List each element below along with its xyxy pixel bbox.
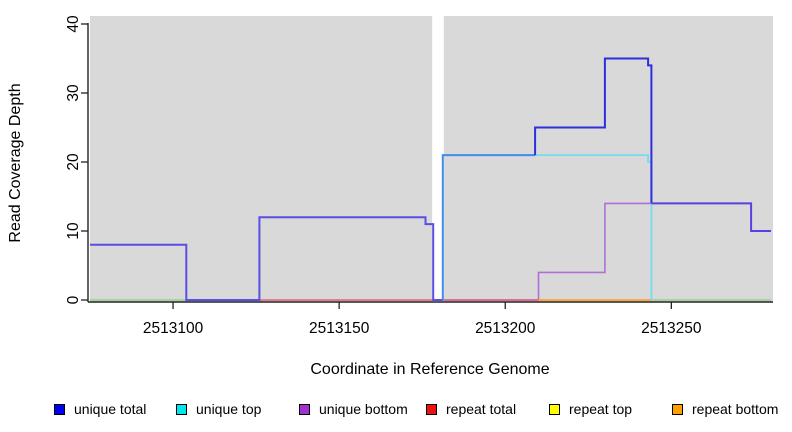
- legend-swatch-icon: [54, 403, 65, 415]
- legend-item-repeat-top: repeat top: [549, 399, 632, 419]
- legend-swatch-icon: [176, 403, 187, 415]
- legend-swatch-icon: [549, 403, 560, 415]
- legend-item-unique-top: unique top: [176, 399, 261, 419]
- x-tick-label: 2513250: [641, 320, 702, 337]
- legend-item-unique-total: unique total: [54, 399, 146, 419]
- legend-label: repeat top: [569, 401, 633, 417]
- y-axis-title: Read Coverage Depth: [7, 83, 24, 243]
- legend-label: unique top: [196, 401, 262, 417]
- x-tick-label: 2513100: [143, 320, 204, 337]
- x-tick-label: 2513200: [475, 320, 536, 337]
- series-total-azure: [441, 154, 536, 300]
- legend-label: repeat bottom: [692, 401, 779, 417]
- legend-item-unique-bottom: unique bottom: [299, 399, 408, 419]
- plot-background: [90, 16, 773, 302]
- legend-label: unique total: [74, 401, 147, 417]
- series-unique-top-visible: [535, 154, 653, 300]
- legend-swatch-icon: [426, 403, 437, 415]
- y-tick-label: 10: [65, 222, 82, 240]
- legend-label: repeat total: [446, 401, 517, 417]
- y-tick-label: 0: [65, 295, 82, 304]
- y-tick-label: 20: [65, 153, 82, 171]
- legend-item-repeat-bottom: repeat bottom: [672, 399, 778, 419]
- legend-item-repeat-total: repeat total: [426, 399, 516, 419]
- x-axis-title: Coordinate in Reference Genome: [310, 361, 550, 378]
- legend-swatch-icon: [299, 403, 310, 415]
- series-total-strong-blue: [534, 57, 653, 204]
- chart-legend: unique total unique top unique bottom repea…: [0, 399, 792, 425]
- series-total-left-violet: [90, 216, 443, 301]
- y-tick-label: 40: [65, 15, 82, 33]
- chart-canvas: 2513100 2513150 2513200 2513250 0 10 20 30 40: [65, 15, 773, 337]
- coverage-gap-band: [432, 16, 444, 302]
- y-tick-label: 30: [65, 84, 82, 102]
- series-total-right-violet: [651, 202, 771, 232]
- legend-swatch-icon: [672, 403, 683, 415]
- x-tick-label: 2513150: [309, 320, 370, 337]
- legend-label: unique bottom: [319, 401, 408, 417]
